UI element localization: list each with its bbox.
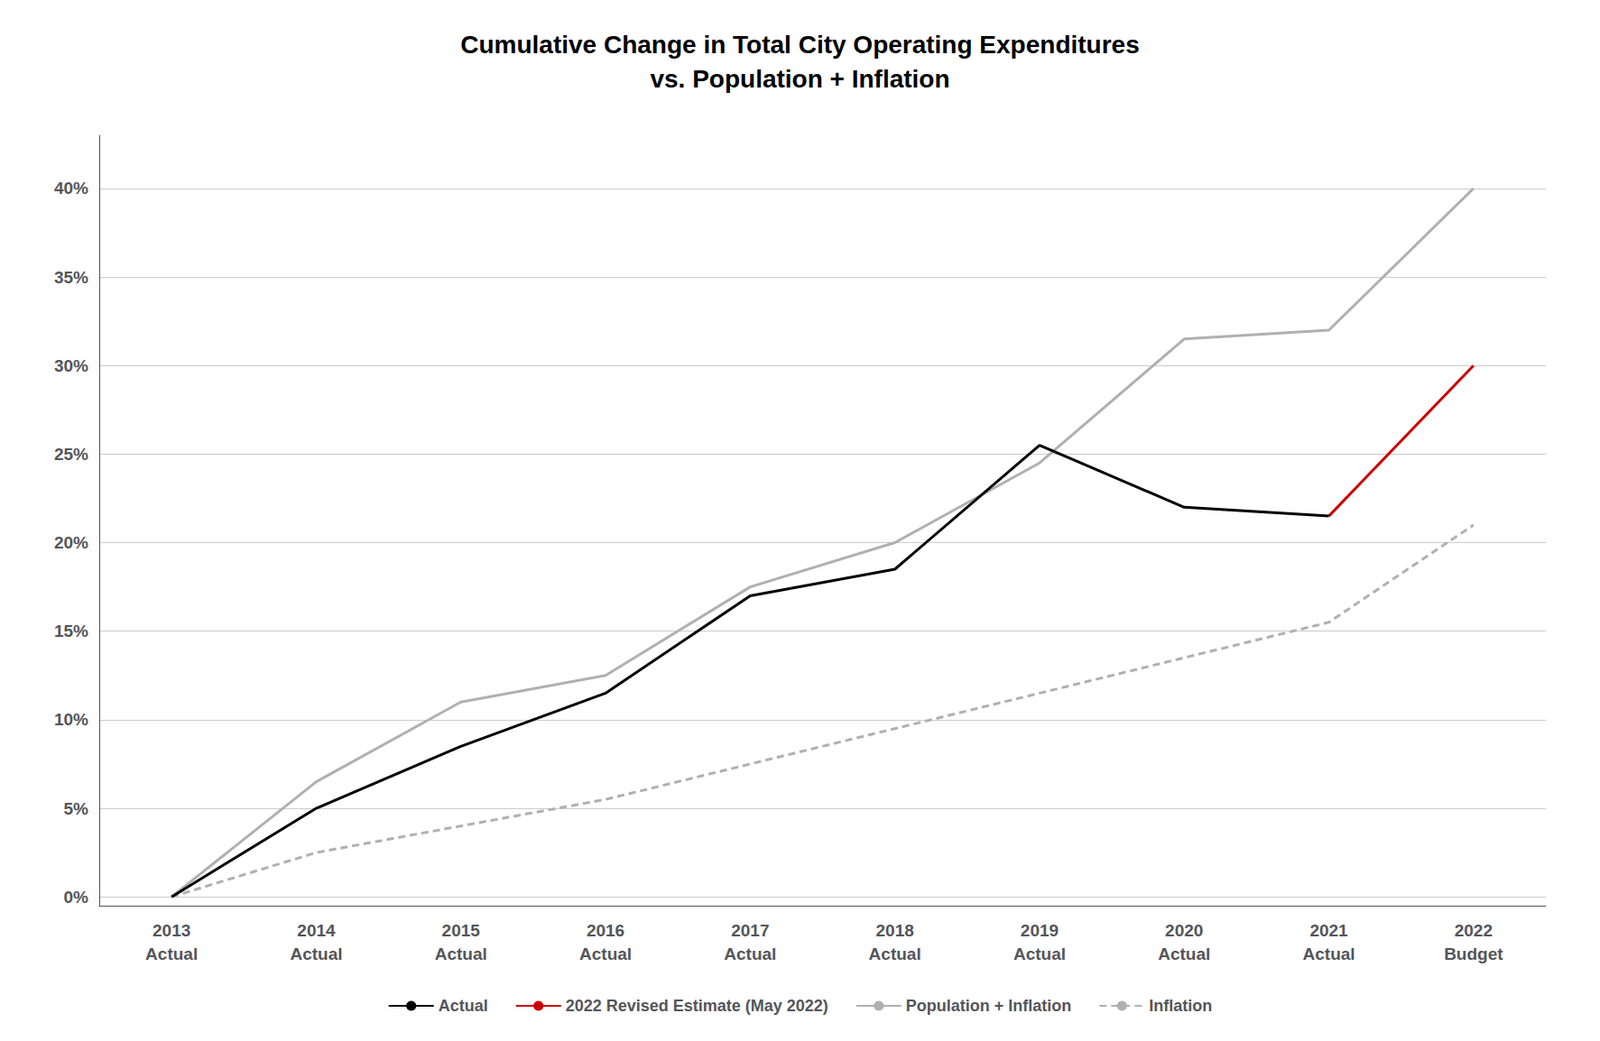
svg-text:Actual: Actual: [438, 997, 489, 1016]
svg-text:vs. Population + Inflation: vs. Population + Inflation: [649, 64, 950, 93]
svg-text:Actual: Actual: [1013, 944, 1066, 964]
svg-text:25%: 25%: [54, 444, 89, 464]
svg-text:10%: 10%: [54, 710, 89, 730]
svg-text:30%: 30%: [54, 356, 89, 376]
svg-text:2022: 2022: [1454, 921, 1493, 941]
svg-text:Actual: Actual: [1157, 944, 1211, 964]
svg-text:2014: 2014: [296, 921, 336, 941]
svg-text:20%: 20%: [54, 533, 89, 553]
svg-text:Actual: Actual: [434, 944, 488, 964]
svg-text:35%: 35%: [54, 268, 89, 287]
svg-text:Actual: Actual: [1303, 944, 1356, 964]
svg-text:Actual: Actual: [289, 944, 343, 964]
svg-text:Actual: Actual: [579, 944, 632, 964]
svg-text:2020: 2020: [1165, 921, 1203, 941]
svg-text:40%: 40%: [54, 178, 89, 198]
svg-text:Actual: Actual: [723, 944, 777, 964]
svg-text:2018: 2018: [876, 921, 915, 941]
svg-text:Population + Inflation: Population + Inflation: [906, 997, 1073, 1016]
svg-text:0%: 0%: [64, 887, 90, 907]
svg-text:15%: 15%: [54, 621, 89, 641]
svg-text:5%: 5%: [64, 799, 90, 819]
svg-text:2016: 2016: [586, 921, 625, 941]
svg-text:2015: 2015: [442, 921, 481, 941]
svg-text:Actual: Actual: [869, 944, 922, 964]
svg-text:Inflation: Inflation: [1148, 997, 1212, 1016]
svg-text:2021: 2021: [1309, 921, 1349, 941]
svg-text:Cumulative Change in Total Cit: Cumulative Change in Total City Operatin…: [460, 30, 1139, 59]
svg-text:2017: 2017: [730, 921, 769, 941]
svg-text:Budget: Budget: [1443, 944, 1504, 964]
svg-text:2013: 2013: [152, 921, 191, 941]
svg-text:2022 Revised Estimate (May 202: 2022 Revised Estimate (May 2022): [565, 997, 829, 1016]
svg-text:Actual: Actual: [145, 944, 198, 964]
svg-text:2019: 2019: [1020, 921, 1059, 941]
